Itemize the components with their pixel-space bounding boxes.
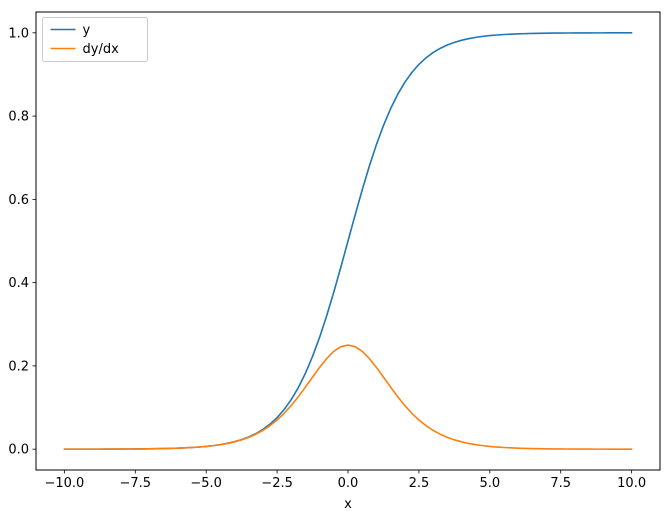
x-tick-label: 5.0	[479, 476, 500, 491]
x-axis-label: x	[344, 497, 352, 512]
x-tick-label: −10.0	[44, 476, 84, 491]
x-tick-label: 7.5	[550, 476, 571, 491]
series-line-dy-dx	[63, 344, 633, 450]
series-line-y	[63, 32, 633, 450]
y-tick-label: 1.0	[8, 26, 29, 41]
legend-entry-label: y	[83, 23, 91, 38]
x-tick-label: −5.0	[190, 476, 222, 491]
legend-box	[42, 17, 148, 62]
y-tick-label: 0.2	[8, 359, 29, 374]
x-tick-label: −2.5	[261, 476, 293, 491]
x-tick-label: 2.5	[409, 476, 430, 491]
y-tick-label: 0.4	[8, 276, 29, 291]
legend-entry-label: dy/dx	[83, 42, 120, 57]
y-tick-label: 0.6	[8, 193, 29, 208]
x-tick-label: −7.5	[119, 476, 151, 491]
y-tick-label: 0.0	[8, 443, 29, 458]
x-tick-label: 0.0	[338, 476, 359, 491]
x-tick-label: 10.0	[617, 476, 646, 491]
y-tick-label: 0.8	[8, 110, 29, 125]
